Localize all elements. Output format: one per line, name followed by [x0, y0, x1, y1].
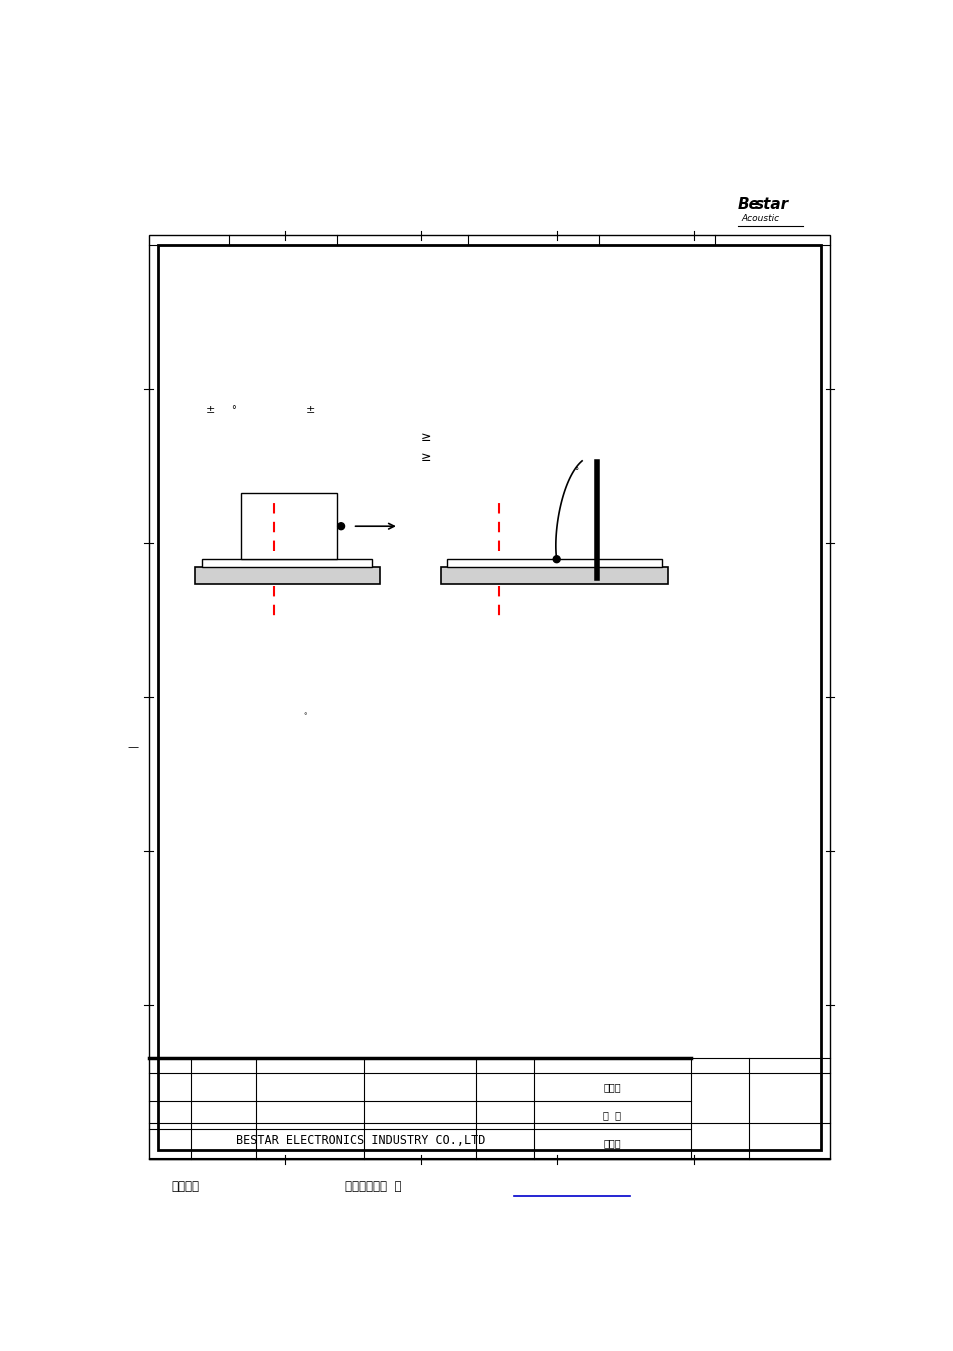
Text: 赵  崴: 赵 崴 [602, 1111, 620, 1120]
Text: star: star [754, 197, 788, 212]
Bar [194, 566, 379, 584]
Circle shape [553, 555, 559, 562]
Text: °: ° [574, 467, 578, 476]
Bar [440, 566, 668, 584]
Text: °: ° [303, 713, 306, 720]
Bar [202, 559, 372, 566]
Circle shape [337, 523, 344, 530]
Text: —: — [128, 742, 138, 753]
Text: 文件使用: 文件使用 [172, 1179, 199, 1193]
Text: BESTAR ELECTRONICS INDUSTRY CO.,LTD: BESTAR ELECTRONICS INDUSTRY CO.,LTD [235, 1133, 484, 1147]
Bar [241, 493, 336, 559]
Bar [149, 235, 829, 1159]
Text: 汤浩君: 汤浩君 [602, 1082, 620, 1092]
Text: 李红元: 李红元 [602, 1139, 620, 1148]
Text: 试用版本创建  烯: 试用版本创建 烯 [345, 1179, 401, 1193]
Text: ±: ± [205, 405, 214, 415]
Text: °: ° [231, 405, 235, 415]
Text: Be: Be [737, 197, 759, 212]
Bar [447, 559, 661, 566]
Text: Acoustic: Acoustic [740, 213, 779, 223]
Text: ±: ± [305, 405, 314, 415]
Text: ≥: ≥ [420, 431, 431, 444]
Text: ≥: ≥ [420, 450, 431, 463]
Bar [157, 245, 820, 1150]
